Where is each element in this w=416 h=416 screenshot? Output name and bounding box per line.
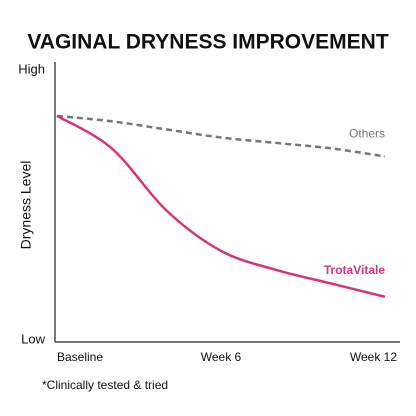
chart-title: VAGINAL DRYNESS IMPROVEMENT (27, 31, 388, 54)
x-tick-label: Baseline (57, 350, 103, 364)
y-axis-label: Dryness Level (18, 161, 34, 250)
x-tick-label: Week 12 (350, 350, 397, 364)
y-tick-label: Low (21, 331, 45, 346)
series-line (56, 114, 386, 158)
y-tick-label: High (18, 61, 45, 76)
legend-label: Others (349, 127, 385, 141)
footnote: *Clinically tested & tried (42, 378, 168, 392)
x-tick-label: Week 6 (201, 350, 242, 364)
series-line (56, 114, 386, 299)
legend-label: TrotaVitale (324, 263, 385, 277)
